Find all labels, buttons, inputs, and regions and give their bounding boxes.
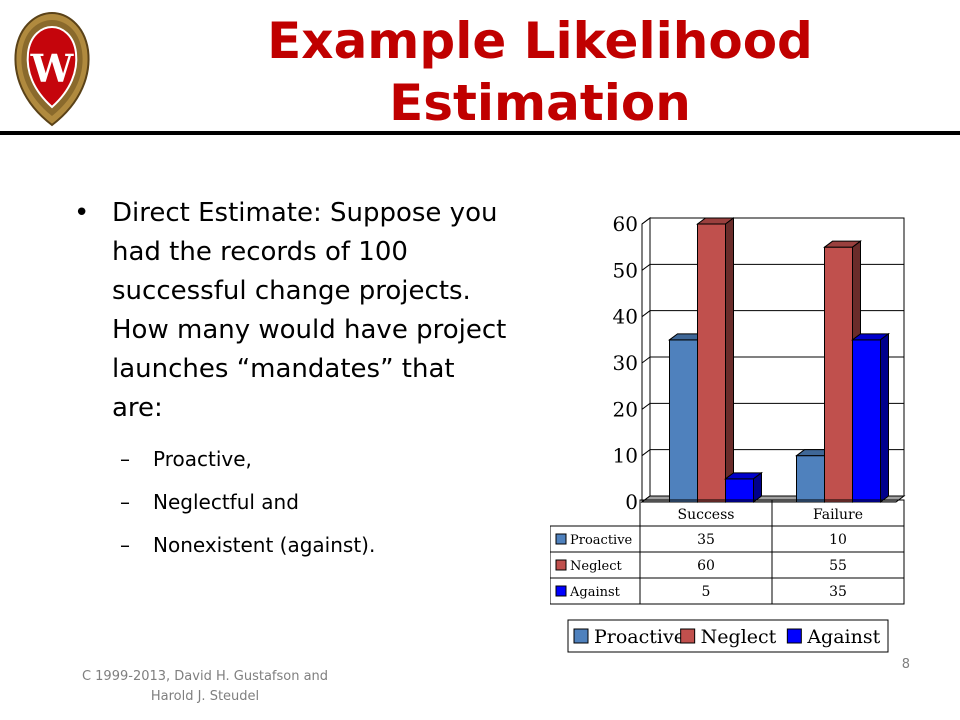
y-tick-label: 30	[613, 351, 638, 375]
y-gridline	[641, 310, 904, 318]
y-gridline	[641, 263, 904, 271]
data-value-label: 10	[829, 532, 847, 548]
dash-marker: –	[120, 447, 130, 471]
dash-marker: –	[120, 490, 130, 514]
series-label: Against	[569, 585, 621, 600]
slide-title: Example Likelihood Estimation	[200, 10, 880, 134]
legend-label: Proactive	[594, 626, 685, 648]
title-divider	[0, 131, 960, 135]
legend-swatch	[786, 628, 802, 644]
footer-line-1: C 1999-2013, David H. Gustafson and	[81, 669, 329, 684]
footer-copyright: C 1999-2013, David H. Gustafson and Haro…	[70, 667, 340, 707]
chart-legend	[567, 619, 889, 653]
data-table-body	[550, 525, 905, 605]
category-label: Success	[678, 507, 735, 523]
crest-letter: W	[30, 46, 75, 91]
bar-proactive-failure	[796, 455, 825, 503]
series-swatch	[555, 533, 567, 545]
y-tick-label: 10	[613, 444, 638, 468]
data-value-label: 35	[697, 532, 715, 548]
y-gridline	[641, 356, 904, 364]
data-value-label: 55	[829, 558, 847, 574]
series-swatch	[555, 559, 567, 571]
bar-proactive-success	[669, 339, 698, 503]
sub-item-nonexistent: – Nonexistent (against).	[70, 533, 510, 557]
sub-item-text: Proactive,	[153, 447, 252, 471]
bar-against-success	[725, 478, 754, 503]
bar-side-face	[880, 332, 889, 503]
bullet-text: Direct Estimate: Suppose you had the rec…	[112, 198, 507, 423]
title-line-1: Example Likelihood	[267, 12, 813, 70]
series-label: Neglect	[570, 559, 623, 574]
y-tick-label: 50	[613, 258, 638, 282]
data-value-label: 60	[697, 558, 715, 574]
bullet-item: • Direct Estimate: Suppose you had the r…	[70, 194, 510, 428]
category-label: Failure	[813, 507, 863, 523]
sub-item-text: Nonexistent (against).	[153, 533, 376, 557]
sub-item-text: Neglectful and	[153, 490, 299, 514]
bar-side-face	[725, 217, 734, 503]
y-tick-label: 60	[613, 212, 638, 236]
dash-marker: –	[120, 533, 130, 557]
data-value-label: 5	[702, 584, 711, 600]
data-value-label: 35	[829, 584, 847, 600]
university-crest-icon: W	[14, 11, 90, 127]
sub-item-proactive: – Proactive,	[70, 447, 510, 471]
title-line-2: Estimation	[389, 74, 691, 132]
bar-neglect-failure	[824, 246, 853, 503]
likelihood-bar-chart: 0 10 20 30 40 50 60 Success Failure Proactive 35 10…	[550, 212, 906, 653]
legend-swatch	[573, 628, 589, 644]
bar-against-failure	[852, 339, 881, 503]
bar-side-face	[753, 471, 762, 503]
y-gridline	[641, 217, 904, 225]
legend-label: Against	[806, 626, 880, 648]
legend-swatch	[680, 628, 696, 644]
slide-body: • Direct Estimate: Suppose you had the r…	[70, 194, 510, 557]
page-number: 8	[901, 657, 910, 672]
bullet-marker: •	[74, 198, 90, 228]
bar-neglect-success	[697, 223, 726, 503]
legend-label: Neglect	[701, 626, 777, 648]
series-label: Proactive	[570, 533, 633, 548]
series-swatch	[555, 585, 567, 597]
sub-item-neglectful: – Neglectful and	[70, 490, 510, 514]
y-tick-label: 0	[625, 490, 638, 514]
y-tick-label: 40	[613, 305, 638, 329]
y-tick-label: 20	[613, 397, 638, 421]
y-gridline	[641, 402, 904, 410]
footer-line-2: Harold J. Steudel	[150, 689, 260, 704]
